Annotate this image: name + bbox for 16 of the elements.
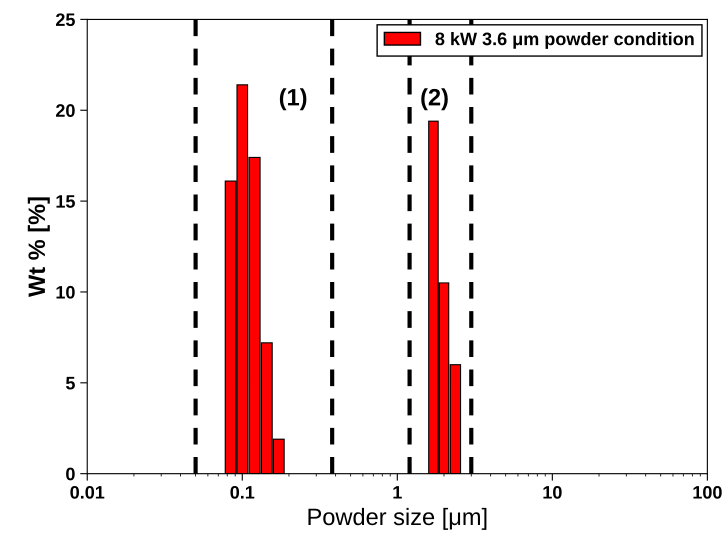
- y-tick-label: 5: [66, 376, 75, 390]
- x-tick-label: 10: [543, 486, 562, 499]
- y-tick-label: 20: [56, 104, 75, 117]
- y-tick-label: 25: [56, 13, 75, 26]
- y-tick-label: 10: [56, 286, 75, 299]
- legend-label: 8 kW 3.6 μm powder condition: [435, 32, 694, 49]
- y-tick-label: 15: [56, 195, 75, 208]
- annotation: (2): [421, 88, 448, 110]
- x-tick-label: 100: [693, 486, 722, 499]
- x-axis-title: Powder size [μm]: [308, 508, 486, 530]
- x-tick-label: 1: [393, 486, 402, 499]
- y-axis-title: Wt % [%]: [28, 197, 50, 297]
- annotation: (1): [280, 88, 306, 110]
- x-tick-label: 0.01: [70, 486, 104, 499]
- x-tick-label: 0.1: [230, 486, 254, 499]
- y-tick-label: 0: [66, 468, 75, 480]
